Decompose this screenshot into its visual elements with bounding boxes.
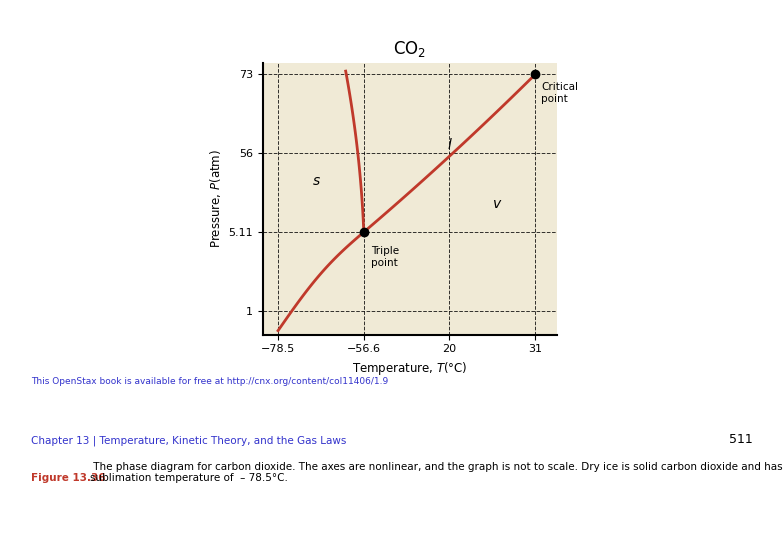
Text: This OpenStax book is available for free at http://cnx.org/content/col11406/1.9: This OpenStax book is available for free… xyxy=(31,376,389,386)
Text: Figure 13.36: Figure 13.36 xyxy=(31,473,106,484)
Text: 511: 511 xyxy=(729,434,753,447)
Title: CO$_2$: CO$_2$ xyxy=(393,39,426,59)
X-axis label: Temperature, $T$(°C): Temperature, $T$(°C) xyxy=(352,360,467,377)
Text: l: l xyxy=(448,138,452,152)
Text: Critical
point: Critical point xyxy=(541,82,579,104)
Text: Triple
point: Triple point xyxy=(371,246,399,268)
Text: Chapter 13 | Temperature, Kinetic Theory, and the Gas Laws: Chapter 13 | Temperature, Kinetic Theory… xyxy=(31,435,347,446)
Y-axis label: Pressure, $P$(atm): Pressure, $P$(atm) xyxy=(208,149,223,248)
Text: v: v xyxy=(492,197,501,212)
Text: s: s xyxy=(313,174,321,188)
Text: The phase diagram for carbon dioxide. The axes are nonlinear, and the graph is n: The phase diagram for carbon dioxide. Th… xyxy=(90,462,784,484)
